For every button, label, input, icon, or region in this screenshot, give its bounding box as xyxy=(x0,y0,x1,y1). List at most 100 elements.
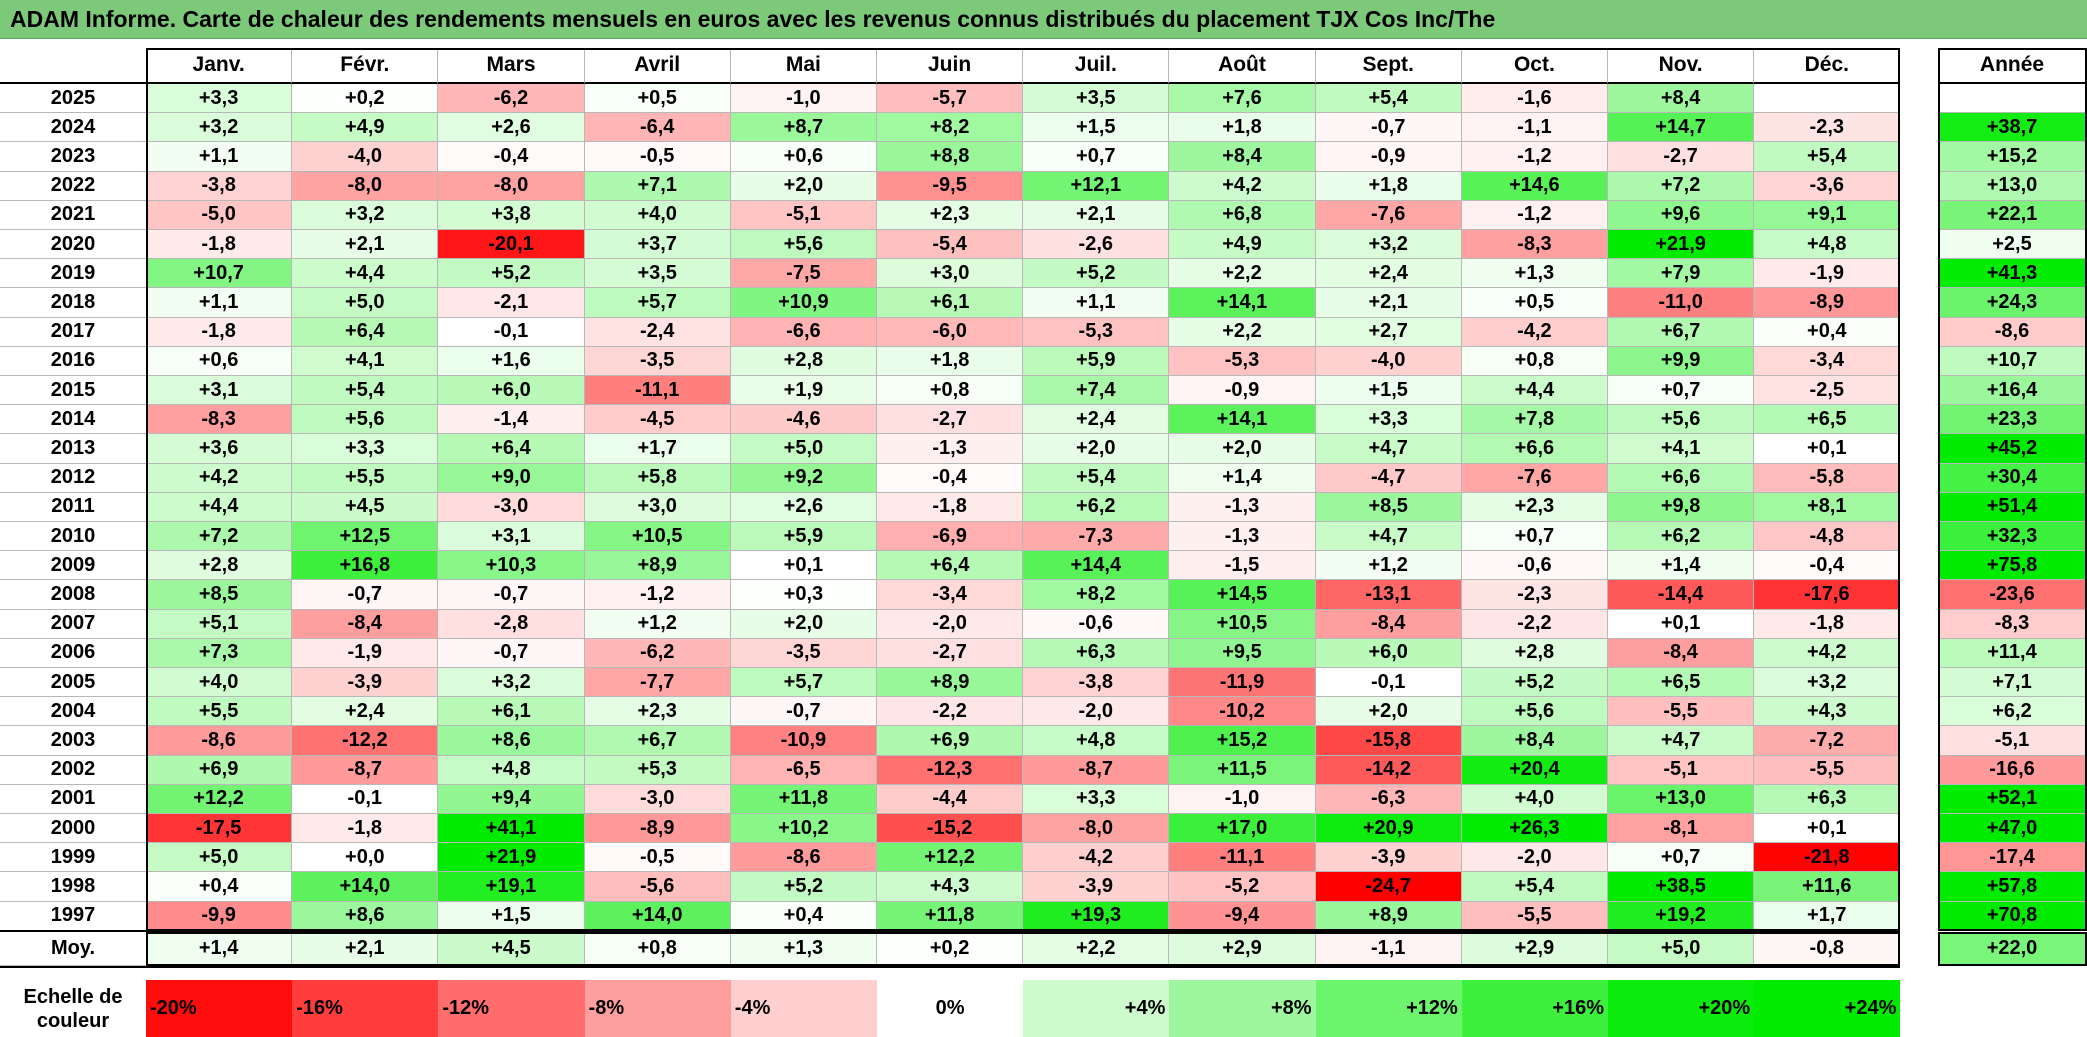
heatmap-cell: -5,3 xyxy=(1023,317,1170,347)
heatmap-cell: -1,9 xyxy=(292,638,439,668)
heatmap-cell: -0,7 xyxy=(1315,113,1462,143)
legend-swatch: -20% xyxy=(146,980,293,1037)
average-rule-top xyxy=(0,930,1901,932)
heatmap-cell: +6,6 xyxy=(1608,463,1755,493)
heatmap-cell: -0,4 xyxy=(1754,551,1901,581)
row-label: 2015 xyxy=(0,376,146,406)
heatmap-cell: +6,5 xyxy=(1608,668,1755,698)
heatmap-cell: -1,9 xyxy=(1754,259,1901,289)
heatmap-cell: +8,9 xyxy=(584,551,731,581)
heatmap-cell: +5,5 xyxy=(292,463,439,493)
heatmap-cell: -8,7 xyxy=(292,755,439,785)
heatmap-cell: +4,3 xyxy=(877,872,1024,902)
heatmap-cell: +6,2 xyxy=(1608,522,1755,552)
row-label: 2001 xyxy=(0,784,146,814)
heatmap-cell: +7,1 xyxy=(584,171,731,201)
heatmap-cell: +3,1 xyxy=(438,522,585,552)
year-total-cell: +13,0 xyxy=(1938,171,2087,201)
heatmap-cell: +38,5 xyxy=(1608,872,1755,902)
heatmap-cell: -1,8 xyxy=(292,814,439,844)
heatmap-cell: -1,3 xyxy=(1169,492,1316,522)
heatmap-cell: +14,4 xyxy=(1023,551,1170,581)
year-total-cell: -5,1 xyxy=(1938,726,2087,756)
heatmap-cell: +3,2 xyxy=(292,200,439,230)
year-total-cell xyxy=(1938,84,2087,114)
heatmap-cell: -15,2 xyxy=(877,814,1024,844)
heatmap-cell: -3,5 xyxy=(584,346,731,376)
heatmap-cell: -8,0 xyxy=(438,171,585,201)
heatmap-cell: -1,1 xyxy=(1461,113,1608,143)
heatmap-cell: -1,4 xyxy=(438,405,585,435)
heatmap-cell: +8,2 xyxy=(1023,580,1170,610)
heatmap-cell: +5,6 xyxy=(1608,405,1755,435)
heatmap-cell: -9,4 xyxy=(1169,901,1316,931)
heatmap-cell: -2,8 xyxy=(438,609,585,639)
heatmap-cell: -3,8 xyxy=(146,171,293,201)
heatmap-cell: +1,8 xyxy=(1315,171,1462,201)
year-column-header: Année xyxy=(1938,48,2087,84)
heatmap-cell: +5,6 xyxy=(1461,697,1608,727)
legend-swatch: +4% xyxy=(1023,980,1170,1037)
heatmap-cell: +4,7 xyxy=(1315,434,1462,464)
year-total-cell: +15,2 xyxy=(1938,142,2087,172)
heatmap-cell: +21,9 xyxy=(438,843,585,873)
heatmap-cell: -17,6 xyxy=(1754,580,1901,610)
heatmap-cell: +14,7 xyxy=(1608,113,1755,143)
heatmap-cell: +12,5 xyxy=(292,522,439,552)
heatmap-cell: +0,7 xyxy=(1608,843,1755,873)
row-label: 2014 xyxy=(0,405,146,435)
heatmap-cell: +5,8 xyxy=(584,463,731,493)
year-total-cell: +70,8 xyxy=(1938,901,2087,931)
legend-swatch: +12% xyxy=(1315,980,1462,1037)
heatmap-cell: +5,4 xyxy=(292,376,439,406)
heatmap-cell: +14,6 xyxy=(1461,171,1608,201)
heatmap-cell: -1,8 xyxy=(146,230,293,260)
legend-swatch: +8% xyxy=(1169,980,1316,1037)
row-label: 2023 xyxy=(0,142,146,172)
heatmap-cell: +6,9 xyxy=(877,726,1024,756)
heatmap-cell: -15,8 xyxy=(1315,726,1462,756)
heatmap-cell: +4,8 xyxy=(1023,726,1170,756)
heatmap-cell: -6,4 xyxy=(584,113,731,143)
heatmap-cell: +8,2 xyxy=(877,113,1024,143)
heatmap-cell: -2,7 xyxy=(1608,142,1755,172)
heatmap-cell: -2,0 xyxy=(1461,843,1608,873)
heatmap-cell: -1,0 xyxy=(1169,784,1316,814)
heatmap-cell: -5,0 xyxy=(146,200,293,230)
year-total-cell: +47,0 xyxy=(1938,814,2087,844)
row-label: 2021 xyxy=(0,200,146,230)
row-label: 2017 xyxy=(0,317,146,347)
heatmap-cell: +0,4 xyxy=(1754,317,1901,347)
heatmap-cell: -0,1 xyxy=(438,317,585,347)
heatmap-cell: +5,9 xyxy=(730,522,877,552)
column-header: Avril xyxy=(584,48,731,84)
heatmap-cell: +0,7 xyxy=(1608,376,1755,406)
average-cell: -1,1 xyxy=(1315,932,1462,966)
heatmap-cell: +2,0 xyxy=(1023,434,1170,464)
heatmap-cell: -8,1 xyxy=(1608,814,1755,844)
heatmap-cell: +14,0 xyxy=(292,872,439,902)
heatmap-cell: +2,1 xyxy=(1023,200,1170,230)
heatmap-cell: -12,2 xyxy=(292,726,439,756)
heatmap-cell: +4,8 xyxy=(438,755,585,785)
heatmap-cell: -3,4 xyxy=(877,580,1024,610)
average-cell: +2,9 xyxy=(1169,932,1316,966)
heatmap-cell: +2,3 xyxy=(584,697,731,727)
heatmap-cell: +5,7 xyxy=(730,668,877,698)
heatmap-cell: +1,1 xyxy=(146,142,293,172)
heatmap-cell: -14,2 xyxy=(1315,755,1462,785)
heatmap-cell: +2,4 xyxy=(292,697,439,727)
heatmap-cell: +0,1 xyxy=(1754,814,1901,844)
heatmap-cell: +8,6 xyxy=(292,901,439,931)
heatmap-cell: +6,1 xyxy=(438,697,585,727)
heatmap-cell: -3,8 xyxy=(1023,668,1170,698)
heatmap-cell: +5,3 xyxy=(584,755,731,785)
legend-swatch: +16% xyxy=(1461,980,1608,1037)
heatmap-cell: -0,5 xyxy=(584,843,731,873)
heatmap-cell: +3,2 xyxy=(1315,230,1462,260)
heatmap-cell: +3,3 xyxy=(146,84,293,114)
row-label: 2016 xyxy=(0,346,146,376)
heatmap-cell: +19,3 xyxy=(1023,901,1170,931)
heatmap-cell: -12,3 xyxy=(877,755,1024,785)
heatmap-cell: -2,2 xyxy=(1461,609,1608,639)
